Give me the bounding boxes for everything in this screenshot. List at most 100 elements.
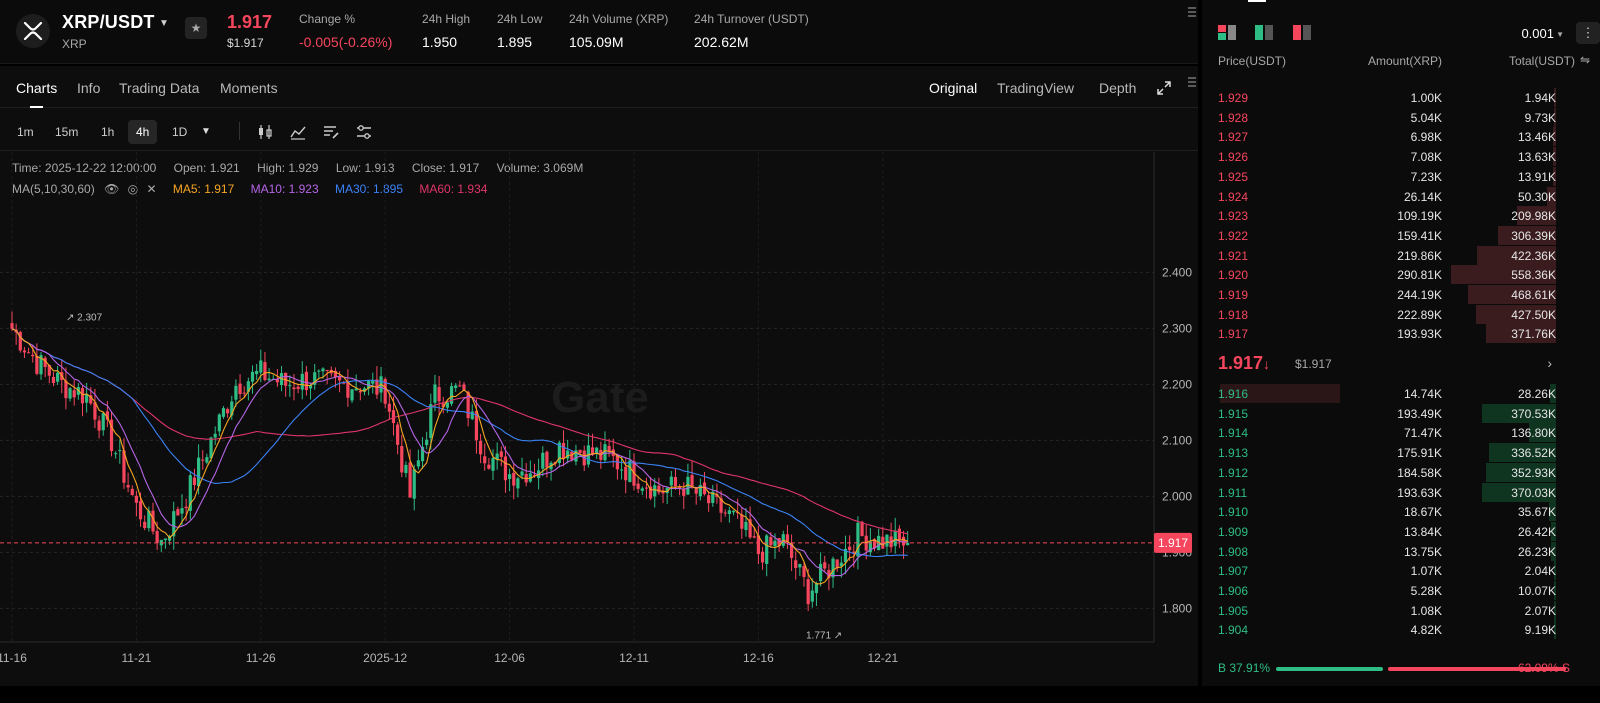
precision-select[interactable]: 0.001 bbox=[1521, 26, 1554, 41]
chevron-down-icon[interactable]: ▼ bbox=[1556, 30, 1564, 39]
interval-1d[interactable]: 1D bbox=[172, 125, 188, 139]
drawing-tools-icon[interactable] bbox=[323, 124, 339, 140]
ask-row[interactable]: 1.922 159.41K 306.39K bbox=[1202, 225, 1600, 245]
candle-body bbox=[22, 350, 27, 353]
ask-row[interactable]: 1.926 7.08K 13.63K bbox=[1202, 147, 1600, 167]
ask-amount: 6.98K bbox=[1410, 130, 1442, 145]
bid-row[interactable]: 1.908 13.75K 26.23K bbox=[1202, 541, 1600, 561]
interval-15m[interactable]: 15m bbox=[55, 125, 79, 139]
ask-price: 1.919 bbox=[1218, 288, 1249, 302]
depth-bar bbox=[1516, 206, 1556, 226]
book-view-asks-icon[interactable] bbox=[1293, 25, 1311, 40]
candle-body bbox=[47, 364, 51, 376]
ask-price: 1.922 bbox=[1218, 228, 1249, 243]
tab-trading-data[interactable]: Trading Data bbox=[119, 80, 200, 96]
interval-4h[interactable]: 4h bbox=[128, 120, 158, 144]
bid-amount: 13.84K bbox=[1403, 524, 1442, 539]
candle-body bbox=[226, 409, 230, 414]
bid-row[interactable]: 1.916 14.74K 28.26K bbox=[1202, 384, 1600, 403]
ask-row[interactable]: 1.923 109.19K 209.98K bbox=[1202, 206, 1600, 226]
book-view-bids-icon[interactable] bbox=[1255, 25, 1273, 40]
ask-row[interactable]: 1.917 193.93K 371.76K bbox=[1202, 324, 1600, 344]
book-view-both-icon[interactable] bbox=[1218, 25, 1236, 40]
interval-1m[interactable]: 1m bbox=[17, 125, 34, 139]
pair-name[interactable]: XRP/USDT bbox=[62, 12, 155, 32]
ask-price: 1.920 bbox=[1218, 268, 1249, 283]
ask-row[interactable]: 1.929 1.00K 1.94K bbox=[1202, 88, 1600, 107]
candle-body bbox=[10, 323, 14, 329]
candle-body bbox=[860, 521, 864, 537]
candle-body bbox=[727, 510, 731, 514]
candle-body bbox=[827, 570, 831, 578]
ask-row[interactable]: 1.918 222.89K 427.50K bbox=[1202, 304, 1600, 324]
more-menu-icon[interactable]: ⋮ bbox=[1576, 22, 1600, 44]
chevron-right-icon[interactable]: › bbox=[1547, 355, 1552, 371]
swap-icon[interactable]: ⇋ bbox=[1579, 53, 1590, 67]
tab-depth[interactable]: Depth bbox=[1099, 80, 1137, 96]
candle-body bbox=[250, 371, 255, 382]
bid-price: 1.907 bbox=[1218, 564, 1249, 579]
close-icon[interactable]: ✕ bbox=[146, 182, 157, 196]
last-price: 1.917 bbox=[227, 12, 273, 32]
price-chart[interactable]: 2.4002.3002.2002.1002.0001.9001.80011-16… bbox=[0, 152, 1198, 682]
depth-bar bbox=[1554, 561, 1556, 581]
bid-row[interactable]: 1.905 1.08K 2.07K bbox=[1202, 600, 1600, 620]
favorite-star-icon[interactable]: ★ bbox=[185, 17, 207, 39]
ticker-header: XRP/USDT ▼ XRP ★ 1.917 $1.917 Change % -… bbox=[0, 0, 1198, 64]
settings-ring-icon[interactable]: ◎ bbox=[127, 182, 139, 196]
candle-body bbox=[669, 476, 673, 486]
interval-dropdown-icon[interactable]: ▼ bbox=[201, 126, 211, 137]
tab-moments[interactable]: Moments bbox=[220, 80, 278, 96]
bid-row[interactable]: 1.909 13.84K 26.42K bbox=[1202, 521, 1600, 541]
candle-body bbox=[321, 368, 325, 372]
ask-row[interactable]: 1.921 219.86K 422.36K bbox=[1202, 245, 1600, 265]
candle-body bbox=[109, 419, 114, 452]
candle-body bbox=[541, 452, 545, 469]
bid-total: 26.23K bbox=[1517, 544, 1556, 559]
candle-type-icon[interactable] bbox=[257, 124, 273, 140]
buy-ratio: B 37.91% bbox=[1218, 661, 1271, 675]
ask-row[interactable]: 1.924 26.14K 50.30K bbox=[1202, 186, 1600, 206]
candle-body bbox=[653, 485, 657, 497]
indicators-icon[interactable] bbox=[290, 124, 306, 140]
candle-body bbox=[242, 392, 246, 394]
candle-body bbox=[118, 450, 122, 452]
eye-icon[interactable]: 👁 bbox=[104, 182, 120, 196]
interval-1h[interactable]: 1h bbox=[101, 125, 115, 139]
settings-icon[interactable] bbox=[356, 124, 372, 140]
bid-row[interactable]: 1.913 175.91K 336.52K bbox=[1202, 443, 1600, 463]
bid-row[interactable]: 1.907 1.07K 2.04K bbox=[1202, 561, 1600, 581]
pair-dropdown-icon[interactable]: ▼ bbox=[159, 18, 169, 29]
bid-row[interactable]: 1.914 71.47K 136.80K bbox=[1202, 423, 1600, 443]
ask-row[interactable]: 1.927 6.98K 13.46K bbox=[1202, 127, 1600, 147]
ask-row[interactable]: 1.919 244.19K 468.61K bbox=[1202, 285, 1600, 304]
candle-body bbox=[694, 488, 698, 494]
tab-original[interactable]: Original bbox=[929, 80, 978, 96]
tab-info[interactable]: Info bbox=[77, 80, 101, 96]
bid-row[interactable]: 1.904 4.82K 9.19K bbox=[1202, 620, 1600, 640]
bid-row[interactable]: 1.910 18.67K 35.67K bbox=[1202, 502, 1600, 522]
panel-drag-handle-icon[interactable] bbox=[1188, 76, 1196, 88]
ask-row[interactable]: 1.920 290.81K 558.36K bbox=[1202, 265, 1600, 285]
candle-body bbox=[777, 538, 781, 547]
bid-row[interactable]: 1.915 193.49K 370.53K bbox=[1202, 403, 1600, 423]
tab-charts[interactable]: Charts bbox=[16, 80, 58, 108]
ask-row[interactable]: 1.928 5.04K 9.73K bbox=[1202, 107, 1600, 127]
bid-row[interactable]: 1.906 5.28K 10.07K bbox=[1202, 581, 1600, 600]
y-tick-label: 2.300 bbox=[1162, 321, 1192, 335]
bid-row[interactable]: 1.912 184.58K 352.93K bbox=[1202, 462, 1600, 482]
fullscreen-icon[interactable] bbox=[1157, 81, 1171, 95]
tab-tradingview[interactable]: TradingView bbox=[997, 80, 1075, 96]
candle-body bbox=[574, 450, 578, 462]
bid-row[interactable]: 1.911 193.63K 370.03K bbox=[1202, 482, 1600, 502]
candle-body bbox=[85, 393, 89, 403]
candle-body bbox=[619, 469, 624, 471]
candle-body bbox=[134, 495, 138, 503]
panel-drag-handle-icon[interactable] bbox=[1188, 6, 1196, 18]
candle-body bbox=[350, 389, 354, 401]
ask-amount: 244.19K bbox=[1397, 288, 1442, 302]
ask-row[interactable]: 1.925 7.23K 13.91K bbox=[1202, 166, 1600, 186]
depth-bar bbox=[1467, 285, 1556, 304]
candle-body bbox=[885, 534, 889, 547]
depth-bar bbox=[1553, 127, 1556, 147]
